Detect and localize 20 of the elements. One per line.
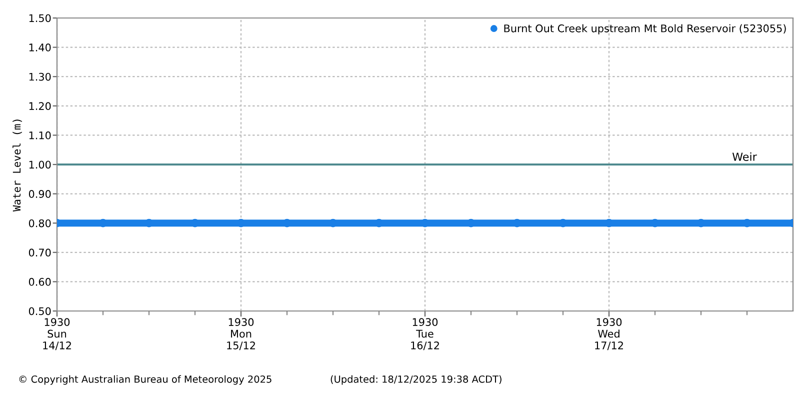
y-tick-label: 0.50: [28, 307, 51, 316]
y-tick-label: 1.20: [29, 102, 51, 110]
y-tick-label: 1.10: [29, 131, 51, 140]
text: (Updated: 18/12/2025 19:38 ACDT): [330, 375, 502, 385]
text: © Copyright Australian Bureau of Meteorology 2025: [19, 375, 272, 385]
y-tick-label: 0.90: [28, 190, 51, 198]
y-tick-label: 1.00: [29, 160, 51, 169]
y-tick-label: 0.70: [28, 248, 51, 257]
ref-line-label: Weir: [732, 152, 757, 161]
x-tick-label: 1930 Sun 14/12: [43, 318, 71, 350]
y-tick-label: 1.30: [29, 72, 51, 81]
x-tick-label: 1930 Mon 15/12: [227, 318, 255, 350]
y-tick-label: 1.40: [29, 44, 51, 52]
y-axis-title: Water Level (m): [12, 120, 22, 212]
y-tick-label: 0.80: [28, 219, 51, 228]
y-tick-label: 0.60: [28, 278, 51, 286]
y-tick-label: 1.50: [29, 14, 51, 22]
legend-label: Burnt Out Creek upstream Mt Bold Reservoir (523055): [504, 24, 786, 34]
x-tick-label: 1930 Tue 16/12: [411, 318, 439, 350]
x-tick-label: 1930 Wed 17/12: [595, 318, 623, 350]
